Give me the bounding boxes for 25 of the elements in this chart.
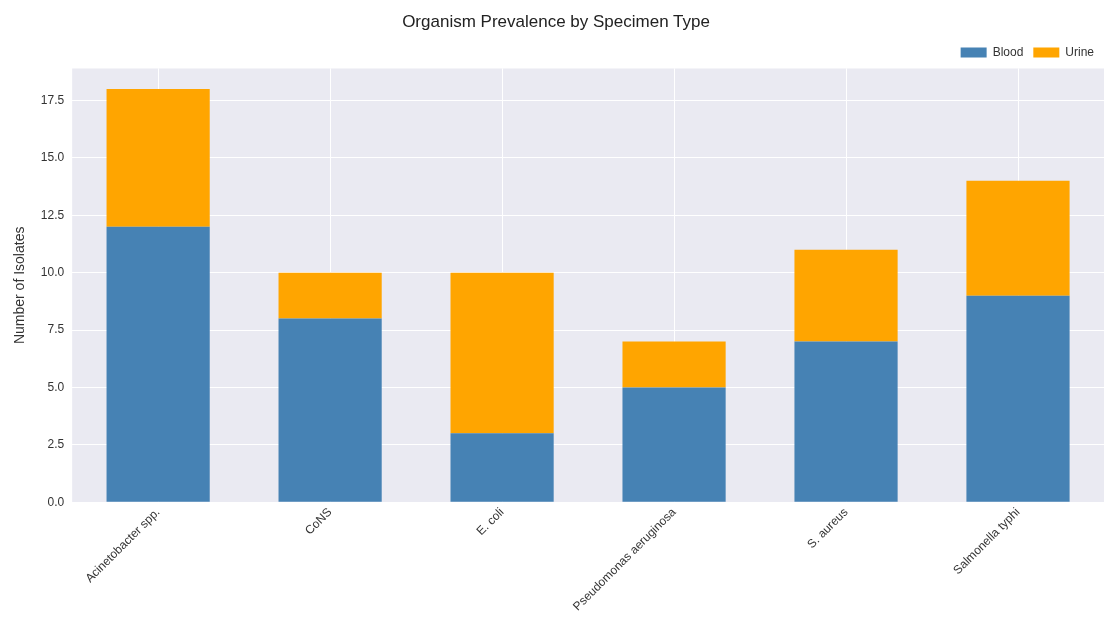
bar [622,387,726,502]
chart-title: Organism Prevalence by Specimen Type [402,11,710,31]
bar [794,341,898,502]
bar [106,89,210,227]
y-tick-label: 12.5 [40,207,65,222]
y-tick-label: 10.0 [40,265,65,279]
bar [622,341,726,388]
bar [278,272,382,319]
y-tick-label: 17.5 [40,92,65,107]
y-tick-label: 0.0 [47,494,65,509]
bar [966,295,1070,502]
y-axis-title: Number of Isolates [11,226,28,345]
bar [278,318,382,502]
bar [450,433,554,502]
bar [966,180,1070,296]
bar [450,272,554,434]
bar [794,249,898,342]
legend-label: Blood [992,44,1024,59]
y-tick-label: 7.5 [47,322,65,337]
y-tick-label: 5.0 [47,379,65,394]
x-tick-label: E. coli [473,504,507,538]
bar [106,226,210,502]
legend-label: Urine [1065,44,1095,59]
y-tick-label: 2.5 [47,437,65,452]
y-tick-label: 15.0 [40,150,65,165]
